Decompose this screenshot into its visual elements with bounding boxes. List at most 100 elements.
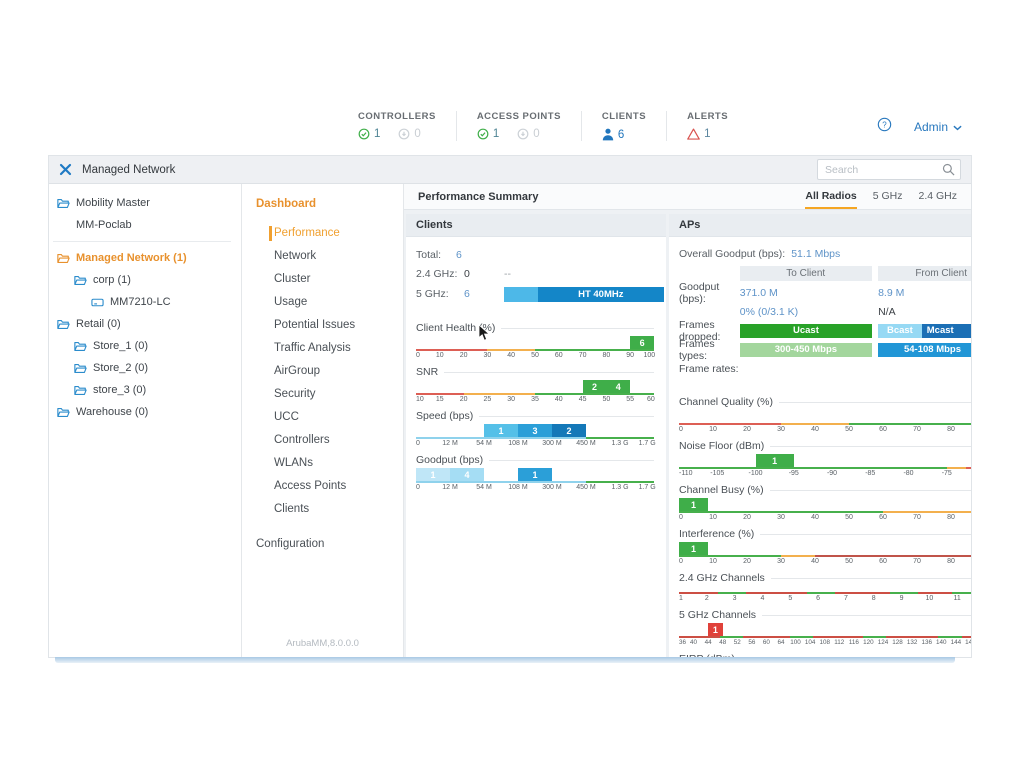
header-stats: CONTROLLERS 1 0 ACCESS POINTS 1 0 CLIENTS 6 ALER… — [338, 111, 748, 141]
stat-group-access-points[interactable]: ACCESS POINTS 1 0 — [455, 111, 581, 141]
nav-item-access-points[interactable]: Access Points — [274, 480, 347, 492]
tick-label: 40 — [507, 352, 516, 359]
tick-label: 1.3 G — [611, 440, 629, 447]
nav-configuration[interactable]: Configuration — [256, 538, 325, 550]
folder-icon — [57, 407, 70, 418]
cell-bar: 300-450 Mbps — [739, 342, 873, 357]
axis-segment — [487, 348, 535, 351]
stat-values: 1 — [687, 128, 728, 140]
nav-item-performance[interactable]: Performance — [242, 222, 403, 245]
chart-interference-: Interference (%)10102030405060708090 — [679, 528, 971, 566]
tree-item-mm-poclab[interactable]: MM-Poclab — [49, 214, 241, 236]
tick-label: 54 M — [476, 484, 492, 491]
tick-label: 30 — [483, 352, 492, 359]
tick-label: 7 — [843, 595, 848, 602]
search-input[interactable] — [823, 162, 942, 177]
tree-item-label: Warehouse (0) — [76, 406, 149, 418]
tick-label: 25 — [483, 396, 492, 403]
tick-label: 60 — [554, 352, 563, 359]
tick-label: 132 — [906, 639, 918, 646]
tick-label: 64 — [777, 639, 785, 646]
nav-item-network[interactable]: Network — [274, 250, 317, 262]
tree-item-managed-network-1-[interactable]: Managed Network (1) — [49, 247, 241, 269]
axis-segment — [535, 392, 654, 395]
nav-item-controllers[interactable]: Controllers — [274, 434, 330, 446]
tick-label: 54 M — [476, 440, 492, 447]
tick-label: 40 — [811, 514, 819, 521]
nav-item-ucc[interactable]: UCC — [274, 411, 299, 423]
tree-item-corp-1-[interactable]: corp (1) — [49, 269, 241, 291]
tab-2-4-ghz[interactable]: 2.4 GHz — [918, 190, 957, 202]
tick-label: 4 — [760, 595, 765, 602]
axis-segment — [535, 348, 654, 351]
chart-axis — [416, 480, 654, 483]
help-icon[interactable]: ? — [877, 117, 892, 137]
axis-segment — [781, 422, 849, 425]
tree-item-store-1-0-[interactable]: Store_1 (0) — [49, 335, 241, 357]
stat-group-alerts[interactable]: ALERTS 1 — [666, 111, 748, 141]
nav-item-clients[interactable]: Clients — [274, 503, 310, 515]
tab-all-radios[interactable]: All Radios — [805, 184, 857, 209]
tree-item-label: MM-Poclab — [76, 219, 132, 231]
chart-goodput-bps-: Goodput (bps) 1 4 1 0 12 M 54 M 108 M 300 M 450 M… — [416, 454, 656, 492]
tick-label: 40 — [554, 396, 563, 403]
stat-group-controllers[interactable]: CONTROLLERS 1 0 — [338, 111, 456, 141]
tick-label: 144 — [950, 639, 962, 646]
tick-label: 30 — [777, 514, 785, 521]
cell-value: N/A — [878, 305, 896, 318]
nav-item-cluster[interactable]: Cluster — [274, 273, 311, 285]
account-area: ? Admin — [877, 117, 962, 137]
tick-label: 450 M — [576, 440, 596, 447]
stat-group-clients[interactable]: CLIENTS 6 — [580, 111, 666, 141]
tick-label: 136 — [921, 639, 932, 646]
nav-item-potential-issues[interactable]: Potential Issues — [274, 319, 356, 331]
nav-item-airgroup[interactable]: AirGroup — [274, 365, 321, 377]
tick-label: 1.3 G — [611, 484, 629, 491]
close-icon[interactable] — [59, 163, 72, 176]
chart-2-4-ghz-channels: 2.4 GHz Channels123456789101112 — [679, 572, 971, 603]
bar-segment: 54-108 Mbps — [878, 342, 971, 357]
down-circle-icon — [398, 128, 410, 140]
chart-bar: 1 — [416, 468, 450, 481]
tree-item-mobility-master[interactable]: Mobility Master — [49, 192, 241, 214]
axis-segment — [938, 635, 962, 638]
tick-label: -90 — [826, 470, 838, 477]
axis-segment — [586, 480, 654, 483]
nav-item-wlans[interactable]: WLANs — [274, 457, 313, 469]
cell-bar: Ucast — [739, 323, 873, 338]
tick-label: -95 — [788, 470, 799, 477]
search-box[interactable] — [817, 159, 961, 180]
chart-bar: 4 — [450, 468, 484, 481]
tick-label: 1.7 G — [638, 440, 656, 447]
tree-item-mm7210-lc[interactable]: MM7210-LC — [49, 291, 241, 313]
tree-item-retail-0-[interactable]: Retail (0) — [49, 313, 241, 335]
ht-mode-bar: HT 40MHz — [504, 286, 664, 302]
aps-panel: APs Overall Goodput (bps): 51.1 Mbps To Cl… — [669, 214, 971, 657]
tick-label: 12 M — [442, 484, 458, 491]
nav-dashboard[interactable]: Dashboard — [256, 198, 317, 210]
tick-label: 70 — [913, 426, 921, 433]
folder-icon — [57, 319, 70, 330]
clients-panel-header: Clients — [406, 214, 666, 237]
chart-plot: 6 — [416, 336, 654, 351]
admin-menu[interactable]: Admin — [914, 120, 962, 134]
warning-triangle-icon — [687, 128, 700, 140]
tree-item-warehouse-0-[interactable]: Warehouse (0) — [49, 401, 241, 423]
nav-item-usage[interactable]: Usage — [274, 296, 308, 308]
tick-label: 5 — [788, 595, 793, 602]
tick-label: 50 — [531, 352, 539, 359]
search-icon[interactable] — [942, 163, 955, 176]
stat-item: 1 — [477, 128, 499, 140]
tab-5-ghz[interactable]: 5 GHz — [872, 190, 903, 202]
tree-item-store-2-0-[interactable]: Store_2 (0) — [49, 357, 241, 379]
tree-item-store-3-0-[interactable]: store_3 (0) — [49, 379, 241, 401]
tree-divider — [53, 241, 231, 242]
ap-table-row: Frame rates: — [679, 359, 971, 378]
tick-label: 48 — [719, 639, 727, 646]
nav-item-traffic-analysis[interactable]: Traffic Analysis — [274, 342, 351, 354]
panels: Clients Total: 6 2.4 GHz: 0 -- 5 GHz: 6 HT 40MH… — [404, 210, 971, 657]
nav-item-security[interactable]: Security — [274, 388, 316, 400]
clients-panel-body: Total: 6 2.4 GHz: 0 -- 5 GHz: 6 HT 40MHz Client … — [406, 237, 666, 657]
